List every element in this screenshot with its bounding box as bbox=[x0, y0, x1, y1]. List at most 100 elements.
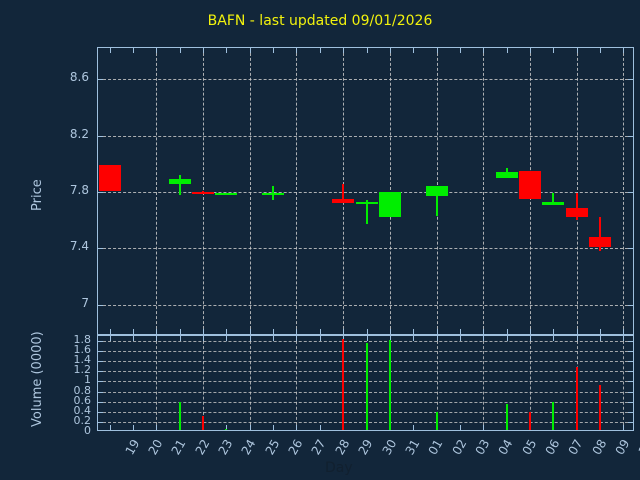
volume-tick-label: 1.2 bbox=[73, 363, 92, 377]
x-axis-tick bbox=[506, 329, 508, 334]
volume-axis-tick bbox=[628, 351, 633, 353]
price-axis-tick bbox=[628, 135, 633, 137]
x-axis-tick bbox=[553, 48, 555, 53]
x-axis-tick bbox=[599, 48, 601, 53]
price-gridline bbox=[98, 304, 633, 306]
price-tick-label: 7 bbox=[81, 295, 89, 310]
volume-x-tick bbox=[413, 336, 415, 341]
x-axis-tick bbox=[273, 329, 275, 334]
x-axis-tick bbox=[156, 48, 158, 53]
price-axis-tick bbox=[98, 304, 103, 306]
x-axis-tick bbox=[436, 48, 438, 53]
x-axis-tick bbox=[623, 48, 625, 53]
volume-bar bbox=[435, 411, 438, 430]
candle-wick bbox=[272, 186, 275, 201]
price-tick-label: 7.8 bbox=[69, 183, 89, 197]
volume-x-tick bbox=[483, 336, 485, 341]
volume-gridline-vertical bbox=[296, 336, 298, 430]
x-tick-label: 02 bbox=[449, 437, 469, 458]
volume-tick-label: 1.4 bbox=[73, 353, 92, 367]
volume-x-tick bbox=[389, 336, 391, 341]
volume-x-tick bbox=[226, 425, 228, 430]
x-axis-tick bbox=[576, 329, 578, 334]
price-gridline-vertical bbox=[249, 48, 251, 334]
price-gridline-vertical bbox=[623, 48, 625, 334]
volume-x-tick bbox=[506, 336, 508, 341]
price-gridline bbox=[98, 248, 633, 250]
candle-body bbox=[588, 237, 611, 248]
price-plot-area bbox=[97, 47, 634, 335]
volume-axis-tick bbox=[628, 371, 633, 373]
volume-x-tick bbox=[459, 336, 461, 341]
x-tick-label: 07 bbox=[565, 437, 586, 458]
x-axis-tick bbox=[483, 329, 485, 334]
x-tick-label: 01 bbox=[425, 437, 446, 458]
x-axis-tick bbox=[413, 48, 415, 53]
candle-body bbox=[542, 201, 565, 205]
x-axis-tick bbox=[343, 48, 345, 53]
volume-gridline-vertical bbox=[249, 336, 251, 430]
volume-x-tick bbox=[273, 336, 275, 341]
x-tick-label: 09 bbox=[612, 437, 633, 458]
volume-x-tick bbox=[296, 425, 298, 430]
x-axis-tick bbox=[459, 329, 461, 334]
candle-body bbox=[168, 179, 191, 184]
x-axis-tick bbox=[296, 329, 298, 334]
x-tick-label: 21 bbox=[169, 437, 189, 458]
x-axis-tick bbox=[109, 48, 111, 53]
price-axis-tick bbox=[98, 192, 103, 193]
x-tick-label: 05 bbox=[519, 437, 539, 458]
price-gridline-vertical bbox=[296, 48, 298, 334]
price-gridline bbox=[98, 135, 633, 137]
x-tick-label: 08 bbox=[589, 437, 610, 458]
price-tick-label: 8.2 bbox=[69, 126, 89, 141]
x-axis-tick bbox=[226, 329, 228, 334]
volume-x-tick bbox=[203, 336, 205, 341]
volume-x-tick bbox=[413, 425, 415, 430]
candle-body bbox=[518, 170, 541, 200]
x-axis-tick bbox=[459, 48, 461, 53]
volume-gridline-vertical bbox=[483, 336, 485, 430]
x-axis-tick bbox=[623, 329, 625, 334]
volume-tick-label: 0.8 bbox=[73, 383, 92, 397]
price-gridline bbox=[98, 79, 633, 81]
x-axis-tick bbox=[296, 48, 298, 53]
volume-x-tick bbox=[156, 336, 158, 341]
candle-body bbox=[262, 193, 285, 196]
x-axis-tick bbox=[179, 48, 181, 53]
x-axis-tick bbox=[319, 329, 321, 334]
candle-wick bbox=[575, 193, 578, 221]
volume-tick-label: 0 bbox=[84, 424, 91, 437]
price-gridline bbox=[98, 192, 633, 193]
x-axis-tick bbox=[483, 48, 485, 53]
x-axis-tick bbox=[366, 329, 368, 334]
volume-x-tick bbox=[483, 425, 485, 430]
candle-body bbox=[332, 199, 355, 204]
x-axis-tick bbox=[389, 48, 391, 53]
x-axis-tick bbox=[413, 329, 415, 334]
price-gridline-vertical bbox=[483, 48, 485, 334]
volume-axis-tick bbox=[628, 381, 633, 383]
price-tick-label: 7.4 bbox=[69, 239, 89, 254]
price-axis-tick bbox=[628, 304, 633, 306]
volume-x-tick bbox=[529, 336, 531, 341]
volume-axis-tick bbox=[98, 391, 103, 393]
volume-x-tick bbox=[273, 425, 275, 430]
volume-bar bbox=[505, 403, 508, 430]
volume-gridline-vertical bbox=[436, 336, 438, 430]
volume-axis-tick bbox=[98, 411, 103, 413]
x-tick-label: 27 bbox=[309, 437, 329, 458]
x-axis-tick bbox=[249, 48, 251, 53]
volume-axis-tick bbox=[628, 401, 633, 403]
volume-tick-label: 0.4 bbox=[73, 403, 92, 417]
volume-x-tick bbox=[623, 425, 625, 430]
volume-bar bbox=[575, 366, 578, 430]
volume-x-tick bbox=[133, 425, 135, 430]
volume-axis-tick bbox=[628, 391, 633, 393]
x-axis-tick bbox=[203, 48, 205, 53]
volume-tick-label: 1 bbox=[84, 373, 91, 387]
candle-wick bbox=[202, 190, 205, 194]
x-tick-label: 25 bbox=[262, 437, 283, 458]
volume-axis-tick bbox=[98, 421, 103, 423]
